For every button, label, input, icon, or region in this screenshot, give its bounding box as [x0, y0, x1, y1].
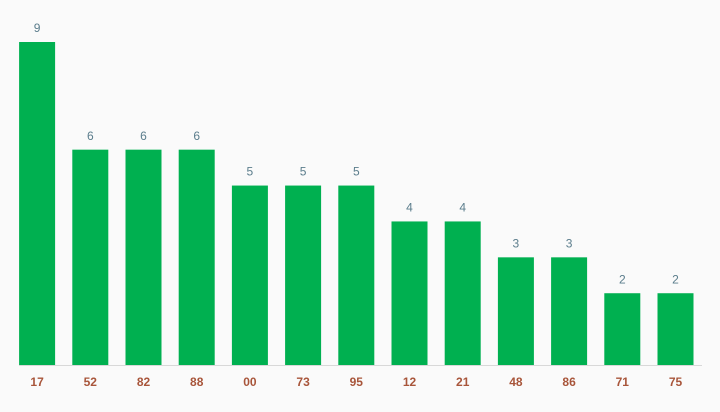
bar — [125, 149, 162, 365]
value-label: 5 — [300, 165, 307, 179]
x-tick-label: 75 — [669, 375, 683, 389]
value-label: 9 — [34, 21, 41, 35]
bar — [444, 221, 481, 365]
x-tick-label: 17 — [30, 375, 44, 389]
value-label: 3 — [566, 237, 573, 251]
bar — [285, 185, 322, 365]
value-label: 4 — [406, 201, 413, 215]
x-tick-label: 48 — [509, 375, 523, 389]
x-tick-label: 21 — [456, 375, 470, 389]
bar — [497, 257, 534, 365]
value-label: 5 — [247, 165, 254, 179]
value-label: 2 — [619, 272, 626, 286]
x-tick-label: 71 — [616, 375, 630, 389]
bar — [72, 149, 109, 365]
x-tick-label: 86 — [562, 375, 576, 389]
x-tick-label: 88 — [190, 375, 204, 389]
bar — [338, 185, 375, 365]
x-tick-label: 00 — [243, 375, 257, 389]
bar — [551, 257, 588, 365]
value-label: 6 — [193, 129, 200, 143]
bar — [19, 42, 56, 365]
bar — [231, 185, 268, 365]
value-label: 6 — [87, 129, 94, 143]
x-tick-label: 82 — [137, 375, 151, 389]
bar — [391, 221, 428, 365]
value-label: 5 — [353, 165, 360, 179]
x-tick-label: 73 — [296, 375, 310, 389]
value-label: 6 — [140, 129, 147, 143]
bar — [178, 149, 215, 365]
value-label: 4 — [459, 201, 466, 215]
x-tick-label: 12 — [403, 375, 417, 389]
value-label: 2 — [672, 272, 679, 286]
bar — [604, 293, 641, 365]
bar — [657, 293, 694, 365]
x-tick-label: 95 — [350, 375, 364, 389]
x-tick-label: 52 — [84, 375, 98, 389]
value-label: 3 — [513, 237, 520, 251]
